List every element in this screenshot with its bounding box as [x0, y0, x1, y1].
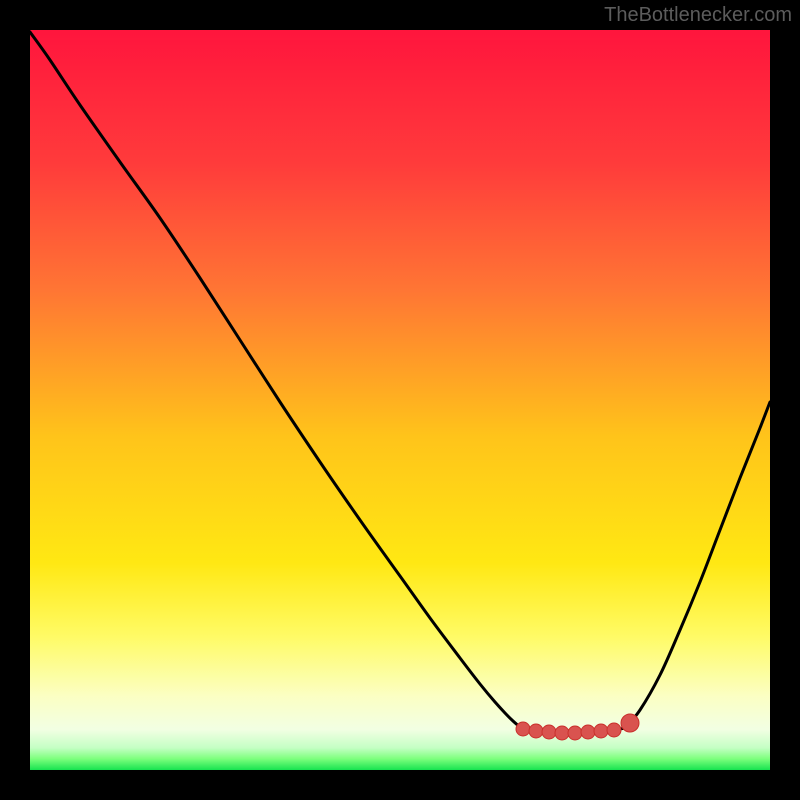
data-marker	[581, 725, 595, 739]
data-marker	[516, 722, 530, 736]
data-marker	[529, 724, 543, 738]
data-marker	[621, 714, 639, 732]
data-marker	[555, 726, 569, 740]
data-marker	[568, 726, 582, 740]
data-marker	[542, 725, 556, 739]
plot-area	[30, 30, 770, 770]
watermark-text: TheBottlenecker.com	[604, 4, 792, 27]
data-marker	[594, 724, 608, 738]
data-marker	[607, 723, 621, 737]
